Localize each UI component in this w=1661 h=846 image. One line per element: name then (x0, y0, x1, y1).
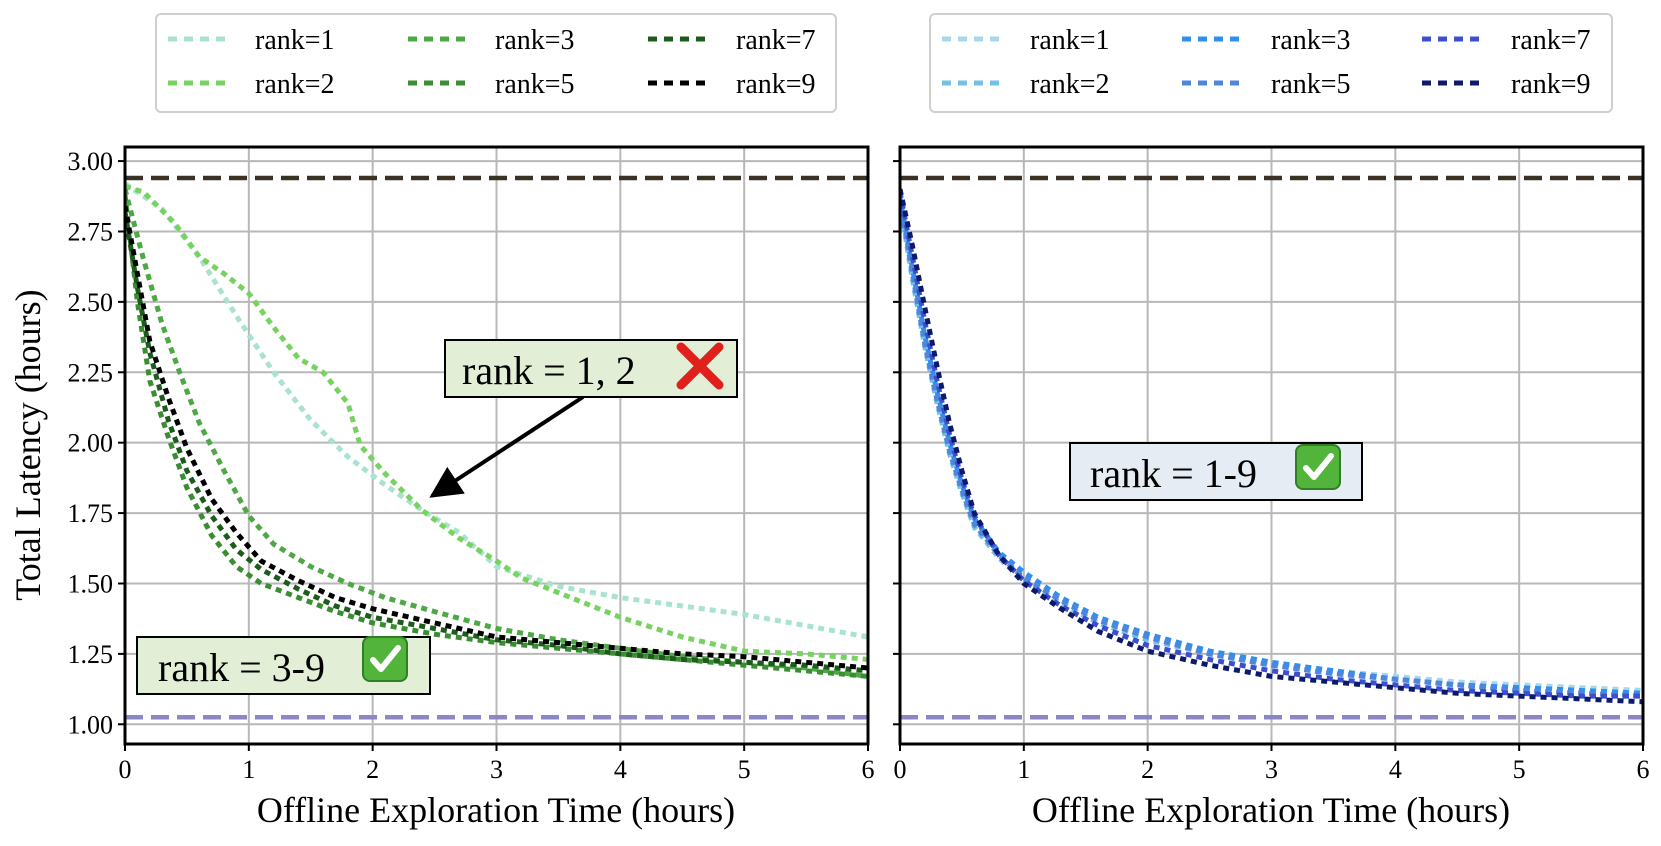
series-line-rank-5 (900, 200, 1643, 699)
legend-left: rank=1 rank=2 rank=3 rank=5 rank=7 rank=… (155, 13, 837, 113)
annotation-rank-3-9: rank = 3-9 (136, 636, 431, 695)
y-tick-label: 2.75 (68, 217, 114, 246)
series-line-rank-2 (125, 184, 868, 662)
annotation-text: rank = 1, 2 (462, 348, 636, 393)
x-tick-label: 2 (1141, 755, 1154, 784)
legend-entry: rank=3 (408, 25, 575, 56)
y-axis-label: Total Latency (hours) (8, 289, 48, 600)
x-tick-label: 4 (1389, 755, 1402, 784)
series-line-rank-3 (125, 188, 868, 679)
legend-entry: rank=7 (1422, 25, 1591, 56)
annotation-text: rank = 1-9 (1090, 451, 1257, 496)
x-tick-label: 5 (738, 755, 751, 784)
y-tick-label: 2.50 (68, 288, 114, 317)
x-tick-label: 0 (894, 755, 907, 784)
legend-entry: rank=5 (1182, 69, 1351, 100)
reference-lines-left (125, 175, 868, 720)
series-left (125, 181, 868, 679)
legend-entry: rank=9 (648, 69, 816, 100)
legend-label: rank=1 (1030, 25, 1110, 56)
y-tick-label: 2.25 (68, 358, 114, 387)
reference-lines-right (900, 175, 1643, 720)
annotation-arrow (429, 395, 585, 498)
x-axis-label-right: Offline Exploration Time (hours) (1032, 790, 1510, 830)
legend-label: rank=7 (736, 25, 816, 56)
series-line-rank-7 (900, 191, 1643, 699)
green-check-icon (362, 636, 408, 682)
legend-entry: rank=2 (942, 69, 1110, 100)
red-cross-icon (676, 342, 724, 390)
legend-label: rank=7 (1511, 25, 1591, 56)
legend-entry: rank=1 (168, 25, 335, 56)
series-line-rank-1 (125, 181, 868, 640)
legend-label: rank=1 (255, 25, 335, 56)
legend-label: rank=5 (1271, 69, 1351, 100)
legend-entry: rank=1 (942, 25, 1110, 56)
green-check-icon (1295, 444, 1341, 490)
x-tick-label: 1 (242, 755, 255, 784)
annotation-text: rank = 3-9 (158, 645, 325, 690)
y-tick-label: 3.00 (68, 147, 114, 176)
x-tick-label: 3 (1265, 755, 1278, 784)
x-tick-label: 3 (490, 755, 503, 784)
legend-label: rank=2 (255, 69, 335, 100)
legend-label: rank=3 (495, 25, 575, 56)
legend-label: rank=9 (736, 69, 816, 100)
x-axis-label-left: Offline Exploration Time (hours) (257, 790, 735, 830)
legend-entry: rank=7 (648, 25, 816, 56)
legend-entry: rank=5 (408, 69, 575, 100)
series-line-rank-5 (125, 194, 868, 679)
x-tick-label: 5 (1513, 755, 1526, 784)
y-tick-label: 1.75 (68, 499, 114, 528)
x-tick-label: 6 (862, 755, 875, 784)
ticks-left: 0 1 2 3 4 5 6 1.00 1.25 1.50 1.75 2.00 2.25 2.50 2.75 3… (68, 147, 875, 784)
legend-label: rank=5 (495, 69, 575, 100)
x-tick-label: 4 (614, 755, 627, 784)
y-tick-label: 1.00 (68, 710, 114, 739)
legend-entry: rank=3 (1182, 25, 1351, 56)
legend-right: rank=1 rank=2 rank=3 rank=5 rank=7 rank=… (929, 13, 1613, 113)
series-line-rank-7 (125, 211, 868, 674)
y-tick-label: 1.50 (68, 569, 114, 598)
x-tick-label: 0 (119, 755, 132, 784)
legend-label: rank=2 (1030, 69, 1110, 100)
x-tick-label: 1 (1017, 755, 1030, 784)
x-tick-label: 2 (366, 755, 379, 784)
x-tick-label: 6 (1637, 755, 1650, 784)
annotation-rank-1-9: rank = 1-9 (1069, 442, 1363, 501)
y-tick-label: 1.25 (68, 640, 114, 669)
series-line-rank-9 (900, 188, 1643, 705)
legend-entry: rank=9 (1422, 69, 1591, 100)
series-right (900, 188, 1643, 705)
annotation-rank-1-2: rank = 1, 2 (429, 339, 738, 498)
plot-panel-right: 0 1 2 3 4 5 6 Offline Exploration Time (hours)… (893, 145, 1650, 830)
plot-panel-left: 0 1 2 3 4 5 6 1.00 1.25 1.50 1.75 2.00 2.25 2.50 2.75 3… (8, 145, 875, 830)
legend-label: rank=9 (1511, 69, 1591, 100)
y-tick-label: 2.00 (68, 429, 114, 458)
legend-label: rank=3 (1271, 25, 1351, 56)
legend-entry: rank=2 (168, 69, 335, 100)
ticks-right: 0 1 2 3 4 5 6 (893, 160, 1650, 784)
